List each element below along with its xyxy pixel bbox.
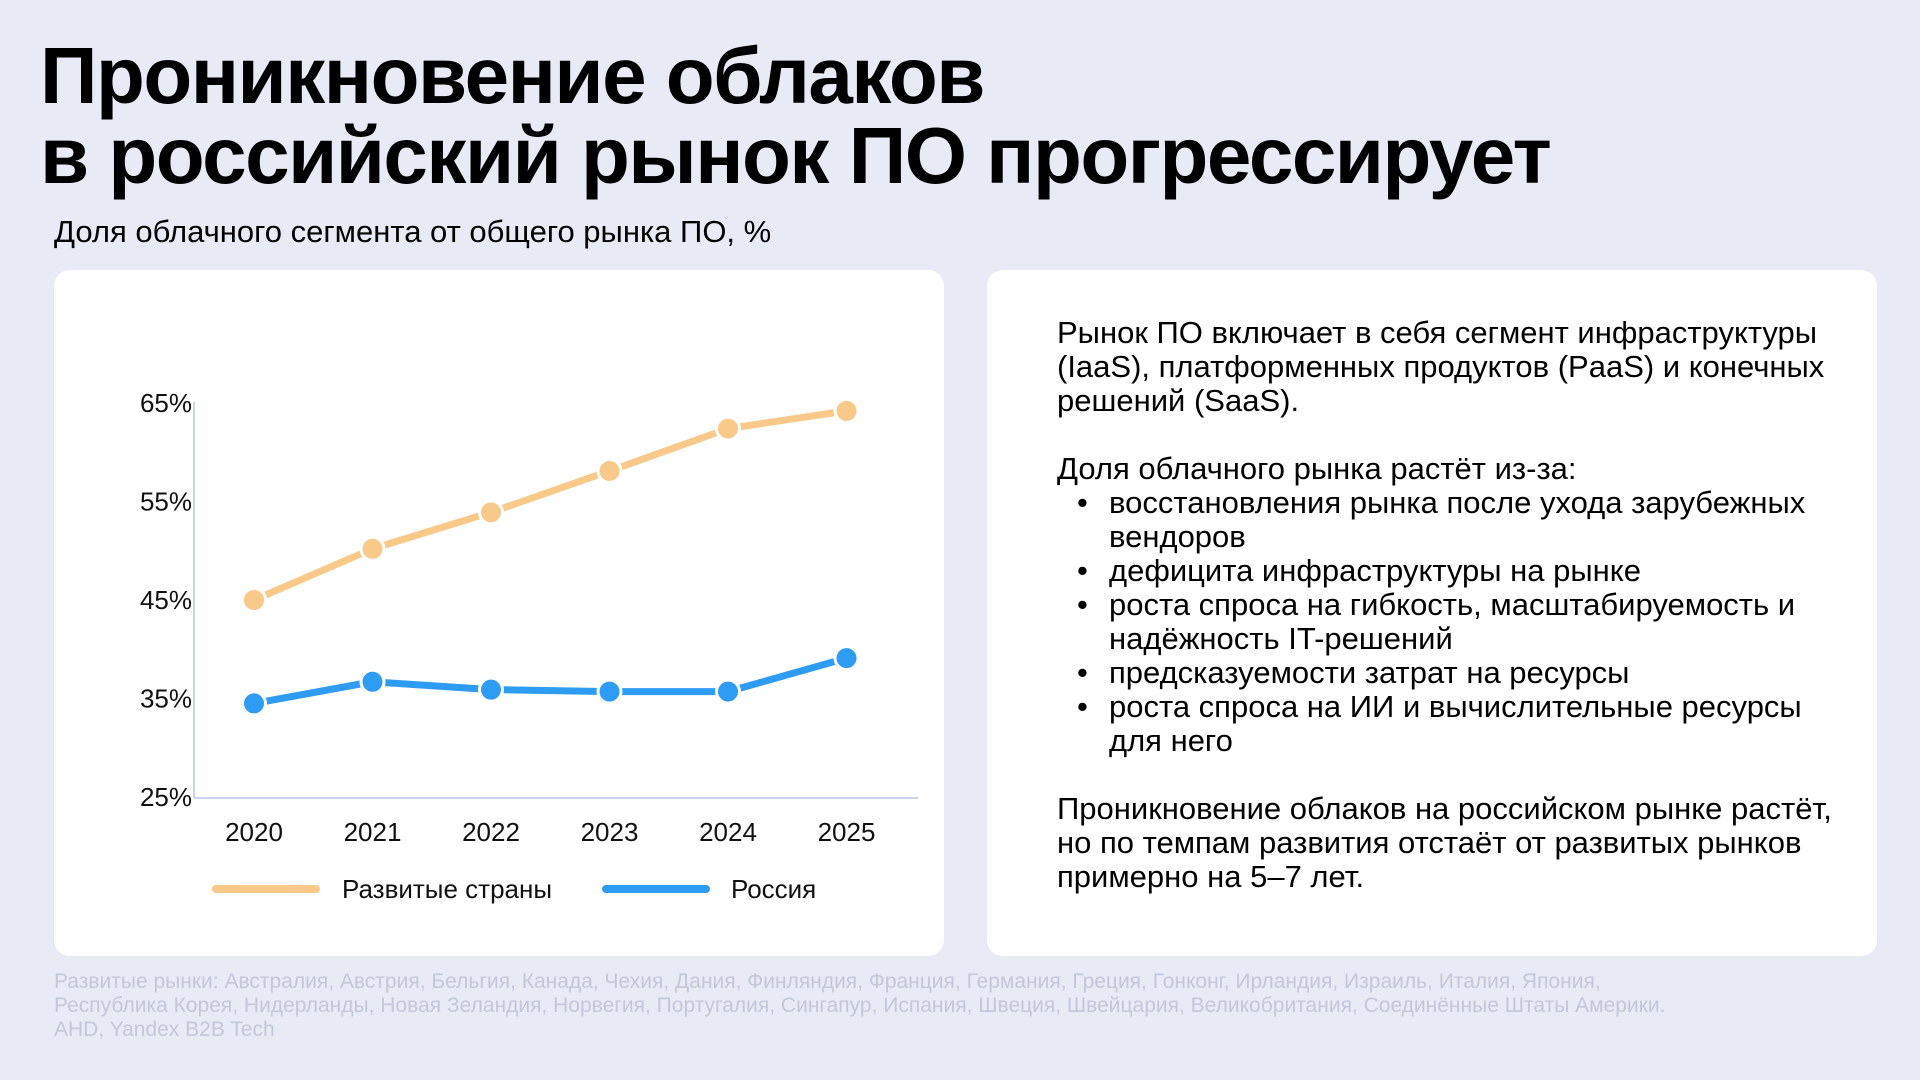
legend-label-0: Развитые страны [342,874,552,904]
list-item: • роста спроса на гибкость, масштабируемо… [1057,588,1857,656]
y-tick-label: 45% [140,585,192,615]
growth-reasons-list: • восстановления рынка после ухода зарубе… [1057,486,1857,758]
page-title-line-1: Проникновение облаков [40,31,985,120]
data-point [833,645,860,672]
bullet-icon: • [1077,655,1088,690]
footnote-source: AHD, Yandex B2B Tech [54,1018,275,1041]
x-tick-label: 2021 [344,817,402,847]
bullet-icon: • [1077,485,1088,520]
list-item-text: предсказуемости затрат на ресурсы [1109,655,1630,690]
info-card: Рынок ПО включает в себя сегмент инфраст… [987,270,1877,956]
legend-label-1: Россия [731,874,816,904]
data-point [715,415,741,442]
y-tick-label: 25% [140,782,192,812]
x-tick-label: 2024 [699,817,757,847]
list-item-text: дефицита инфраструктуры на рынке [1109,553,1641,588]
list-item: • восстановления рынка после ухода зарубе… [1057,486,1857,554]
data-point [833,397,860,424]
footnote: Развитые рынки: Австралия, Австрия, Бель… [54,970,1914,1042]
x-tick-label: 2022 [462,817,520,847]
data-point [478,676,504,703]
conclusion-paragraph: Проникновение облаков на российском рынк… [1057,791,1832,894]
info-text: Рынок ПО включает в себя сегмент инфраст… [1057,316,1857,894]
data-point [596,678,623,705]
x-tick-label: 2020 [225,817,283,847]
bullet-icon: • [1077,553,1088,588]
y-tick-label: 55% [140,487,192,517]
page-title: Проникновение облаков в российский рынок… [40,31,1552,200]
data-point [241,587,267,613]
bullet-icon: • [1077,689,1088,724]
data-point [359,535,386,562]
y-tick-label: 65% [140,388,192,418]
list-item: • предсказуемости затрат на ресурсы [1057,656,1857,690]
list-item: • дефицита инфраструктуры на рынке [1057,554,1857,588]
growth-reasons-intro: Доля облачного рынка растёт из-за: [1057,451,1577,486]
list-item-text: роста спроса на ИИ и вычислительные ресу… [1109,689,1802,758]
chart-card: 25% 35% 45% 55% 65% 2020 2021 2022 2023 2024 2025 Р… [54,270,944,956]
line-chart: 25%35%45%55%65%2020 2021 2022 2023 2024 2025Р… [140,388,918,904]
series-line-0 [250,407,850,604]
list-item-text: роста спроса на гибкость, масштабируемос… [1109,587,1796,656]
bullet-icon: • [1077,587,1088,622]
footnote-line-2: Республика Корея, Нидерланды, Новая Зела… [54,994,1666,1017]
y-tick-label: 35% [140,684,192,714]
x-tick-label: 2025 [818,817,876,847]
list-item: • роста спроса на ИИ и вычислительные рес… [1057,690,1857,758]
data-point [596,457,623,484]
chart-subtitle: Доля облачного сегмента от общего рынка … [54,214,772,249]
data-point [241,690,267,717]
series-line-1 [250,654,850,707]
page-title-line-2: в российский рынок ПО прогрессирует [40,111,1552,200]
footnote-line-1: Развитые рынки: Австралия, Австрия, Бель… [54,970,1601,993]
data-point [359,668,386,695]
list-item-text: восстановления рынка после ухода зарубеж… [1109,485,1806,554]
data-point [715,678,741,705]
market-definition-paragraph: Рынок ПО включает в себя сегмент инфраст… [1057,315,1825,418]
data-point [478,499,504,526]
x-tick-label: 2023 [581,817,639,847]
